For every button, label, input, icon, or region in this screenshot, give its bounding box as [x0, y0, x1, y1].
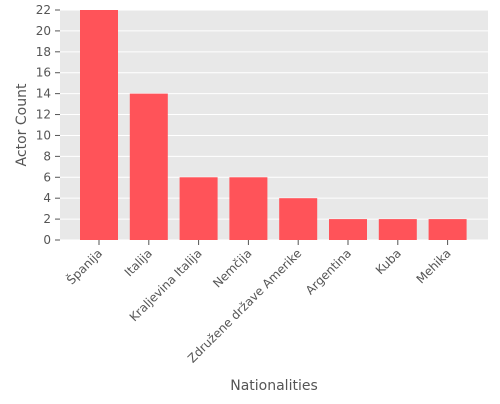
bar: [129, 93, 168, 241]
bar: [329, 219, 367, 240]
x-axis-label: Nationalities: [230, 378, 318, 394]
x-tick-label: Italija: [122, 246, 155, 279]
y-tick-label: 10: [36, 128, 51, 142]
y-tick-label: 14: [36, 87, 51, 101]
y-axis-ticks: 0 2 4 6 8 10 12 14 16 18 20 22: [36, 3, 60, 247]
x-tick-label: Kuba: [373, 246, 404, 277]
y-tick-label: 0: [43, 233, 51, 247]
y-tick-label: 20: [36, 24, 51, 38]
y-tick-label: 8: [43, 149, 51, 163]
x-tick-label: Argentina: [303, 246, 354, 297]
bar: [179, 177, 218, 240]
bar: [378, 219, 417, 240]
y-tick-label: 2: [43, 212, 51, 226]
bar: [229, 177, 268, 240]
bars: [80, 10, 467, 241]
bar: [279, 198, 318, 240]
y-tick-label: 4: [43, 191, 51, 205]
x-tick-label: Nemčija: [210, 246, 254, 290]
y-axis-label: Actor Count: [14, 83, 30, 166]
x-tick-label: Španija: [63, 246, 105, 288]
y-tick-label: 22: [36, 3, 51, 17]
y-tick-label: 16: [36, 66, 51, 80]
y-tick-label: 18: [36, 45, 51, 59]
plot-background: [60, 10, 488, 240]
x-tick-label: Mehika: [414, 246, 454, 286]
y-tick-label: 6: [43, 170, 51, 184]
bar: [428, 219, 467, 240]
y-tick-label: 12: [36, 108, 51, 122]
bar: [80, 10, 118, 240]
